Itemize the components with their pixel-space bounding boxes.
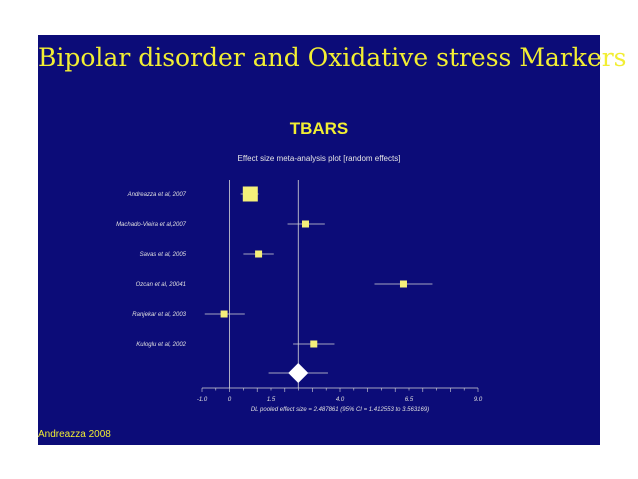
study-label: Ranjekar et al, 2003	[132, 312, 186, 318]
x-tick-label: 4.0	[336, 397, 345, 403]
x-tick-label: 6.5	[405, 397, 414, 403]
study-effect-marker	[399, 280, 407, 288]
x-tick-label: 1.5	[267, 397, 276, 403]
pooled-effect-diamond	[288, 363, 309, 383]
study-label: Kuloglu et al, 2002	[136, 342, 186, 348]
study-label: Machado-Vieira et al,2007	[116, 222, 187, 228]
chart-subtitle: Effect size meta-analysis plot [random e…	[237, 154, 401, 163]
forest-plot: -1.0 0 1.5 4.0 6.5 9.0 Andreazza et al, 2007 Ma…	[116, 180, 483, 413]
slide: Bipolar disorder and Oxidative stress Ma…	[38, 35, 627, 445]
study-effect-marker	[255, 250, 263, 258]
study-label: Andreazza et al, 2007	[127, 192, 187, 198]
pooled-summary-label: DL pooled effect size = 2.487861 (95% CI…	[251, 407, 429, 413]
x-tick-label: 9.0	[474, 397, 483, 403]
study-effect-marker	[220, 310, 228, 318]
footer-credit: Andreazza 2008	[38, 429, 111, 440]
study-label: Savas et al, 2005	[140, 252, 187, 258]
x-tick-label: -1.0	[197, 397, 208, 403]
x-tick-label: 0	[228, 397, 232, 403]
study-label: Ozcan et al, 20041	[136, 282, 186, 288]
study-effect-marker	[310, 340, 318, 348]
study-effect-marker	[242, 186, 258, 202]
study-effect-marker	[302, 220, 309, 228]
slide-title: Bipolar disorder and Oxidative stress Ma…	[38, 43, 627, 72]
chart-title: TBARS	[289, 119, 349, 138]
